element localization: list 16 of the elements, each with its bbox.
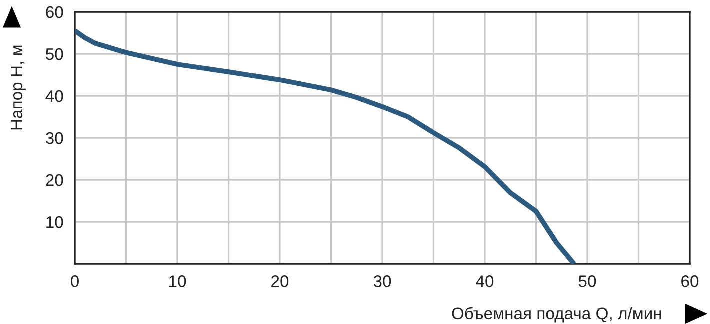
x-tick-label: 10 <box>170 276 186 288</box>
x-axis-title: Объемная подача Q, л/мин <box>452 307 662 323</box>
x-tick-label: 50 <box>578 276 596 288</box>
x-tick-label: 0 <box>71 276 79 288</box>
y-axis-title: Напор H, м <box>10 46 26 130</box>
x-tick-label: 40 <box>476 276 494 288</box>
y-tick-label: 10 <box>46 216 64 228</box>
y-tick-label: 60 <box>46 6 64 18</box>
line-series <box>75 28 577 264</box>
y-tick-label: 40 <box>46 90 64 102</box>
x-tick-label: 30 <box>374 276 392 288</box>
y-tick-label: 30 <box>46 132 64 144</box>
x-tick-label: 60 <box>682 276 699 288</box>
y-tick-label: 20 <box>46 174 64 186</box>
y-tick-label: 50 <box>46 48 64 60</box>
x-tick-label: 20 <box>272 276 289 288</box>
